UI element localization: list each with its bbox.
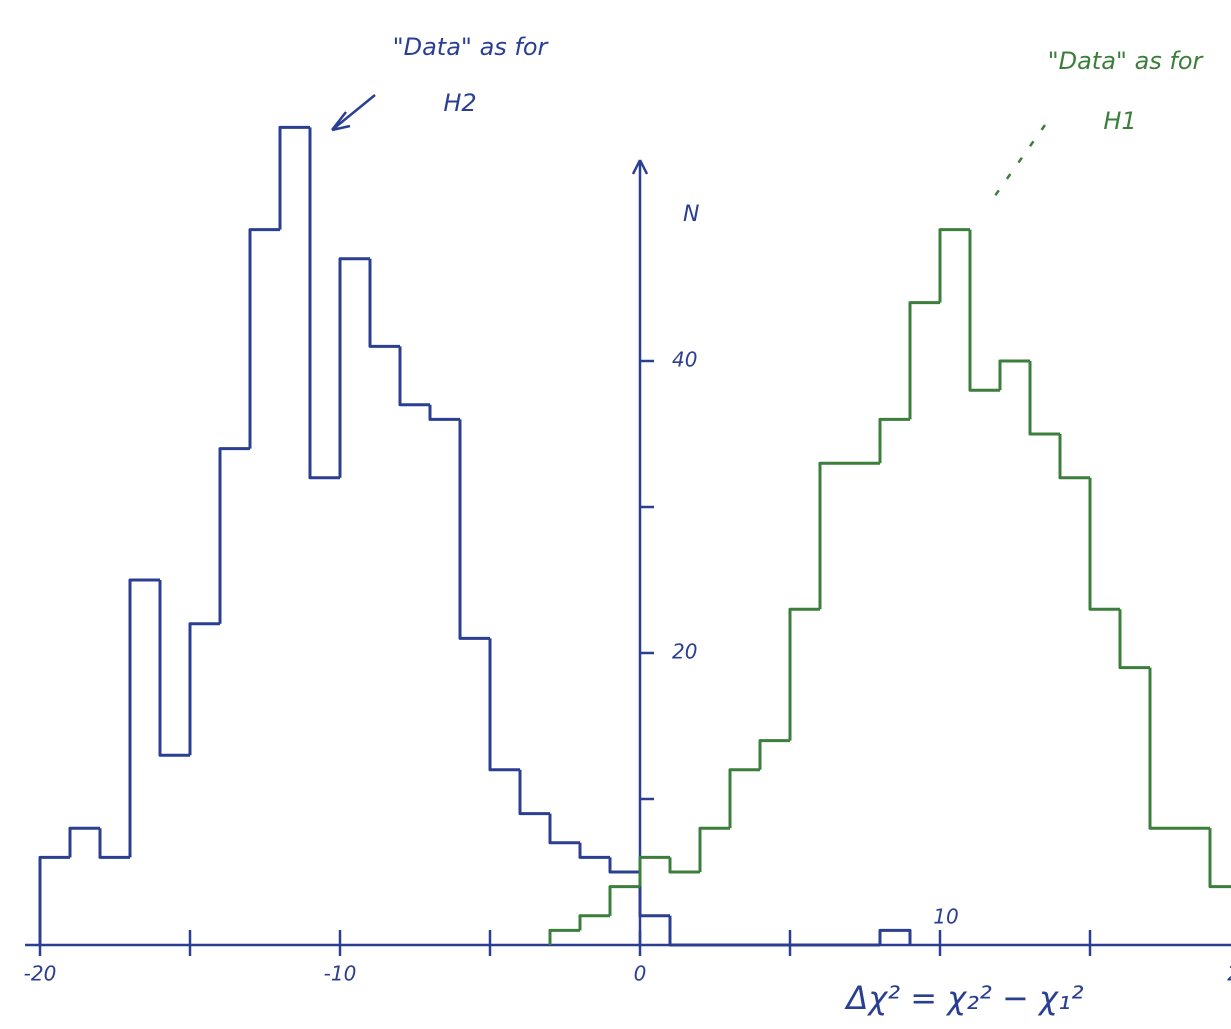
histogram-step [218, 447, 250, 624]
histogram-step [338, 257, 370, 478]
histogram-step [818, 461, 850, 610]
histogram-step [638, 872, 670, 918]
histogram-step [1148, 667, 1180, 830]
histogram-step [728, 768, 760, 829]
histogram-step [548, 813, 580, 845]
histogram-step [368, 258, 400, 348]
annotation: "Data" as for [1048, 47, 1205, 75]
y-tick-label: 40 [672, 348, 697, 372]
histogram-step [98, 828, 130, 859]
histogram-step [38, 855, 70, 945]
annotation-arrow [331, 94, 376, 132]
histogram-step [788, 607, 820, 741]
histogram-step [458, 419, 490, 640]
annotation: "Data" as for [393, 33, 550, 61]
histogram-step [308, 127, 340, 480]
histogram-step [1088, 477, 1120, 611]
x-tick-label: 20 [1227, 962, 1231, 986]
histogram-step [968, 229, 1000, 392]
histogram-step [548, 928, 580, 945]
histogram-step [128, 578, 160, 858]
histogram-step [638, 855, 670, 887]
histogram-step [668, 857, 700, 874]
histogram-step [608, 857, 640, 874]
histogram-step [278, 125, 310, 230]
histogram-step [188, 622, 220, 756]
histogram-step [608, 885, 640, 916]
histogram-step [248, 228, 280, 449]
y-axis-label: N [683, 202, 699, 227]
histogram-step [488, 638, 520, 772]
y-axis [631, 159, 649, 945]
histogram-step [1208, 828, 1231, 889]
histogram-step [578, 914, 610, 931]
annotation: H1 [1103, 107, 1136, 135]
histogram-step [1058, 434, 1090, 480]
histogram-step [698, 826, 730, 872]
histogram-step [878, 417, 910, 464]
x-tick-label: -10 [324, 962, 357, 986]
annotation: H2 [443, 89, 476, 117]
histogram-step [428, 404, 460, 421]
histogram-step [158, 580, 190, 757]
histogram-step [908, 301, 940, 420]
x-tick-label: 0 [634, 962, 647, 986]
histogram-step [938, 228, 970, 303]
histogram-step [518, 769, 550, 816]
x-tick-label: -20 [24, 962, 57, 986]
histogram-step [578, 842, 610, 859]
histogram-step [668, 915, 700, 947]
histogram-step [68, 826, 100, 858]
histogram-step [398, 346, 430, 407]
x-tick-label: 10 [933, 905, 958, 929]
x-axis-label: Δχ² = χ₂² − χ₁² [843, 979, 1083, 1017]
annotation-line [990, 124, 1047, 201]
histogram-step [758, 739, 790, 770]
histogram-step [878, 928, 912, 945]
histogram-step [998, 359, 1030, 391]
y-tick-label: 20 [672, 640, 697, 664]
histogram-step [1118, 609, 1150, 670]
histogram-step [1028, 361, 1060, 436]
